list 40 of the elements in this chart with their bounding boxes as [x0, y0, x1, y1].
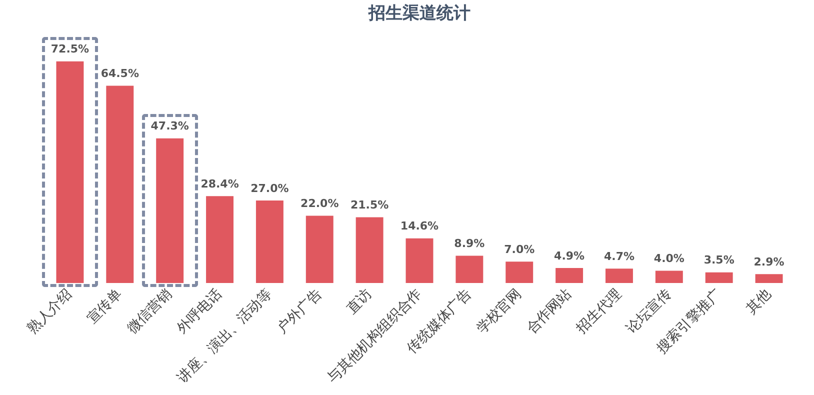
data-label: 28.4%	[200, 178, 239, 191]
bar	[56, 61, 84, 284]
data-label: 7.0%	[504, 242, 535, 256]
bar	[406, 238, 434, 284]
x-tick-label: 宣传单	[84, 286, 126, 328]
bar	[356, 217, 384, 284]
bar	[256, 200, 284, 284]
x-tick-label: 熟人介绍	[24, 286, 76, 337]
data-label: 3.5%	[704, 254, 734, 267]
data-label: 2.9%	[754, 256, 784, 269]
data-label: 22.0%	[300, 197, 339, 210]
x-tick-label: 招生代理	[573, 286, 625, 338]
chart-title: 招生渠道统计	[368, 4, 470, 24]
data-label: 4.0%	[654, 252, 684, 266]
data-label: 14.6%	[400, 220, 439, 233]
bar	[655, 270, 683, 284]
data-label: 4.7%	[604, 250, 634, 264]
x-tick-label: 微信营销	[124, 286, 176, 337]
data-label: 27.0%	[250, 182, 289, 195]
x-tick-label: 直访	[344, 286, 375, 318]
data-label: 64.5%	[100, 67, 139, 80]
data-label: 21.5%	[350, 198, 389, 212]
x-tick-label: 合作网站	[524, 286, 575, 337]
bar	[156, 138, 184, 284]
bar	[306, 216, 334, 284]
data-label: 8.9%	[454, 237, 485, 250]
data-label: 72.5%	[50, 42, 90, 56]
bar	[705, 272, 733, 284]
bar	[456, 256, 484, 284]
bar	[755, 274, 783, 284]
bar	[556, 268, 584, 284]
x-tick-label: 户外广告	[274, 286, 326, 337]
bar	[506, 262, 534, 284]
bar	[606, 268, 633, 284]
x-tick-label: 其他	[743, 286, 774, 318]
bar	[106, 86, 134, 284]
data-label: 47.3%	[150, 120, 189, 133]
data-label: 4.9%	[554, 249, 585, 262]
x-tick-label: 学校官网	[474, 286, 525, 337]
bar	[206, 196, 234, 284]
